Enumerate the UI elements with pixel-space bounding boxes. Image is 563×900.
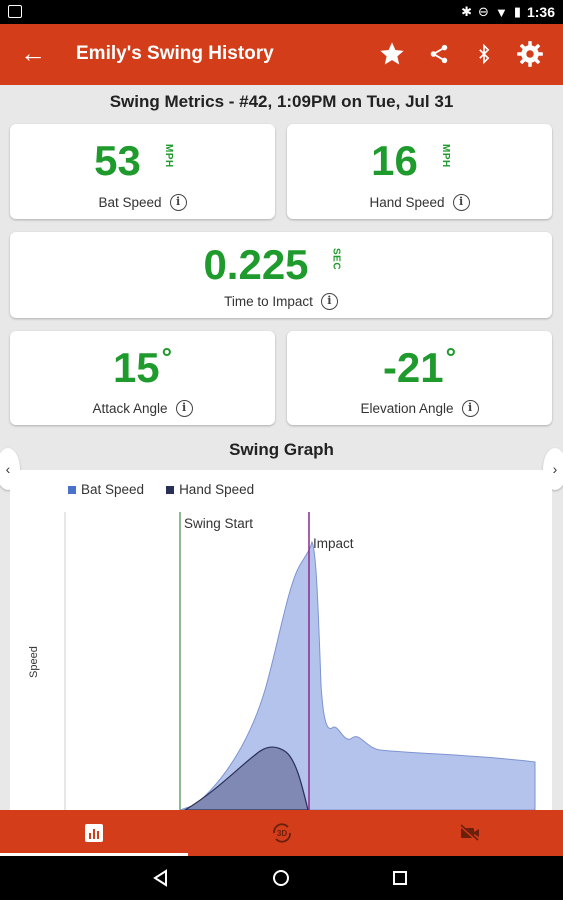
info-icon[interactable]: i xyxy=(320,293,338,310)
bat-speed-value: 53 xyxy=(94,137,141,184)
app-title: Emily's Swing History xyxy=(76,43,274,64)
nav-back-icon[interactable] xyxy=(147,864,175,892)
tab-video[interactable] xyxy=(376,810,563,856)
bat-speed-value-row: 53 MPH xyxy=(10,138,275,184)
3d-rotation-icon: 3D xyxy=(272,823,291,843)
time-to-impact-unit: SEC xyxy=(330,248,342,271)
time-to-impact-label-row: Time to Impact i xyxy=(10,293,552,310)
hand-speed-value-row: 16 MPH xyxy=(287,138,552,184)
svg-text:3D: 3D xyxy=(276,829,286,838)
time-to-impact-value: 0.225 xyxy=(203,241,309,288)
tab-3d-view[interactable]: 3D xyxy=(188,810,375,856)
back-arrow-icon[interactable]: ← xyxy=(20,38,46,68)
hand-speed-unit: MPH xyxy=(439,144,451,168)
swing-graph-title: Swing Graph xyxy=(229,440,334,459)
legend-swatch xyxy=(68,485,76,494)
status-bar: ✱ ⊖ ▼ ▮ 1:36 xyxy=(0,0,563,24)
impact-label: Impact xyxy=(313,536,354,551)
info-icon[interactable]: i xyxy=(461,400,479,417)
y-axis-label: Speed xyxy=(28,646,40,678)
bottom-tab-bar: 3D xyxy=(0,810,563,856)
legend-item-hand-speed: Hand Speed xyxy=(166,482,254,497)
nav-recents-icon[interactable] xyxy=(386,864,414,892)
hand-speed-card: 16 MPH Hand Speed i xyxy=(287,124,552,219)
status-icons: ✱ ⊖ ▼ ▮ 1:36 xyxy=(461,3,555,21)
attack-angle-unit: ° xyxy=(161,342,173,372)
attack-angle-label-row: Attack Angle i xyxy=(10,400,275,417)
tab-metrics[interactable] xyxy=(0,810,187,856)
star-icon[interactable] xyxy=(374,36,410,72)
share-icon[interactable] xyxy=(421,36,457,72)
swing-start-label: Swing Start xyxy=(184,516,254,531)
bluetooth-icon[interactable] xyxy=(466,36,502,72)
gear-icon[interactable] xyxy=(512,36,548,72)
legend-item-bat-speed: Bat Speed xyxy=(68,482,144,497)
info-icon[interactable]: i xyxy=(175,400,193,417)
battery-icon: ▮ xyxy=(513,4,521,19)
legend-swatch xyxy=(166,485,175,494)
time-to-impact-label: Time to Impact xyxy=(224,294,313,309)
swing-metrics-heading: Swing Metrics - #42, 1:09PM on Tue, Jul … xyxy=(109,92,454,111)
bluetooth-status-icon: ✱ xyxy=(461,4,473,19)
elevation-angle-unit: ° xyxy=(445,342,457,372)
elevation-angle-label-row: Elevation Angle i xyxy=(287,400,552,417)
swing-graph-plot xyxy=(64,512,536,810)
bat-speed-label-row: Bat Speed i xyxy=(10,194,275,211)
nav-home-icon[interactable] xyxy=(267,864,295,892)
status-time: 1:36 xyxy=(526,4,555,20)
graph-legend: Bat Speed Hand Speed xyxy=(68,482,254,497)
elevation-angle-label: Elevation Angle xyxy=(360,401,454,416)
legend-label: Hand Speed xyxy=(179,482,255,497)
wifi-icon: ▼ xyxy=(494,4,508,20)
hand-speed-label: Hand Speed xyxy=(369,195,445,210)
app-bar: ← Emily's Swing History xyxy=(0,24,563,85)
hand-speed-label-row: Hand Speed i xyxy=(287,194,552,211)
video-off-icon xyxy=(458,824,479,842)
hand-speed-value: 16 xyxy=(371,137,418,184)
elevation-angle-card: -21° Elevation Angle i xyxy=(287,331,552,425)
dnd-icon: ⊖ xyxy=(478,4,489,19)
attack-angle-label: Attack Angle xyxy=(92,401,168,416)
active-tab-indicator xyxy=(0,853,188,856)
notification-icon xyxy=(8,5,22,18)
bat-speed-area xyxy=(179,540,536,810)
info-icon[interactable]: i xyxy=(169,194,187,211)
attack-angle-card: 15° Attack Angle i xyxy=(10,331,275,425)
info-icon[interactable]: i xyxy=(452,194,470,211)
bat-speed-unit: MPH xyxy=(162,144,174,168)
system-nav-bar xyxy=(0,856,563,900)
bat-speed-card: 53 MPH Bat Speed i xyxy=(10,124,275,219)
elevation-angle-value: -21 xyxy=(382,344,444,391)
time-to-impact-card: 0.225 SEC Time to Impact i xyxy=(10,232,552,318)
swing-graph: Bat Speed Hand Speed Speed Swing Start I… xyxy=(10,470,552,810)
attack-angle-value: 15 xyxy=(112,344,160,391)
attack-angle-value-row: 15° xyxy=(10,342,275,391)
elevation-angle-value-row: -21° xyxy=(287,342,552,391)
bar-chart-icon xyxy=(84,824,103,842)
bat-speed-label: Bat Speed xyxy=(98,195,162,210)
legend-label: Bat Speed xyxy=(81,482,145,497)
time-to-impact-value-row: 0.225 SEC xyxy=(10,242,552,288)
hand-speed-area xyxy=(183,746,309,810)
